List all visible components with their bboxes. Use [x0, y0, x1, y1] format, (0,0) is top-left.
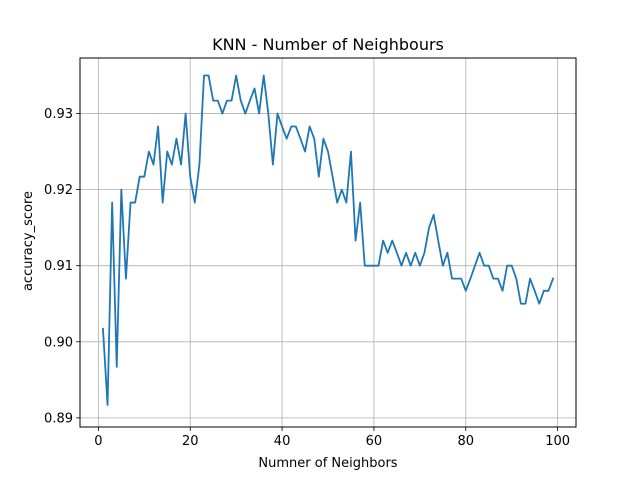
x-tick-label: 40 [274, 434, 291, 449]
y-tick-label: 0.89 [44, 411, 73, 426]
y-tick-label: 0.93 [44, 107, 73, 122]
x-tick-label: 0 [94, 434, 102, 449]
y-axis-ticks: 0.89 0.90 0.91 0.92 0.93 [44, 107, 80, 426]
x-tick-label: 100 [545, 434, 570, 449]
axes-frame [79, 57, 577, 428]
y-tick-label: 0.92 [44, 183, 73, 198]
x-tick-label: 60 [366, 434, 383, 449]
plot-area [102, 74, 555, 406]
grid [80, 58, 576, 427]
x-axis-ticks: 0 20 40 60 80 100 [94, 427, 570, 449]
series-line [102, 74, 555, 406]
x-axis-label: Numner of Neighbors [258, 456, 397, 471]
y-tick-label: 0.90 [44, 335, 73, 350]
y-tick-label: 0.91 [44, 259, 73, 274]
y-axis-label: accuracy_score [21, 191, 36, 291]
chart-title: KNN - Number of Neighbours [212, 35, 444, 54]
x-tick-label: 80 [458, 434, 475, 449]
x-tick-label: 20 [182, 434, 199, 449]
